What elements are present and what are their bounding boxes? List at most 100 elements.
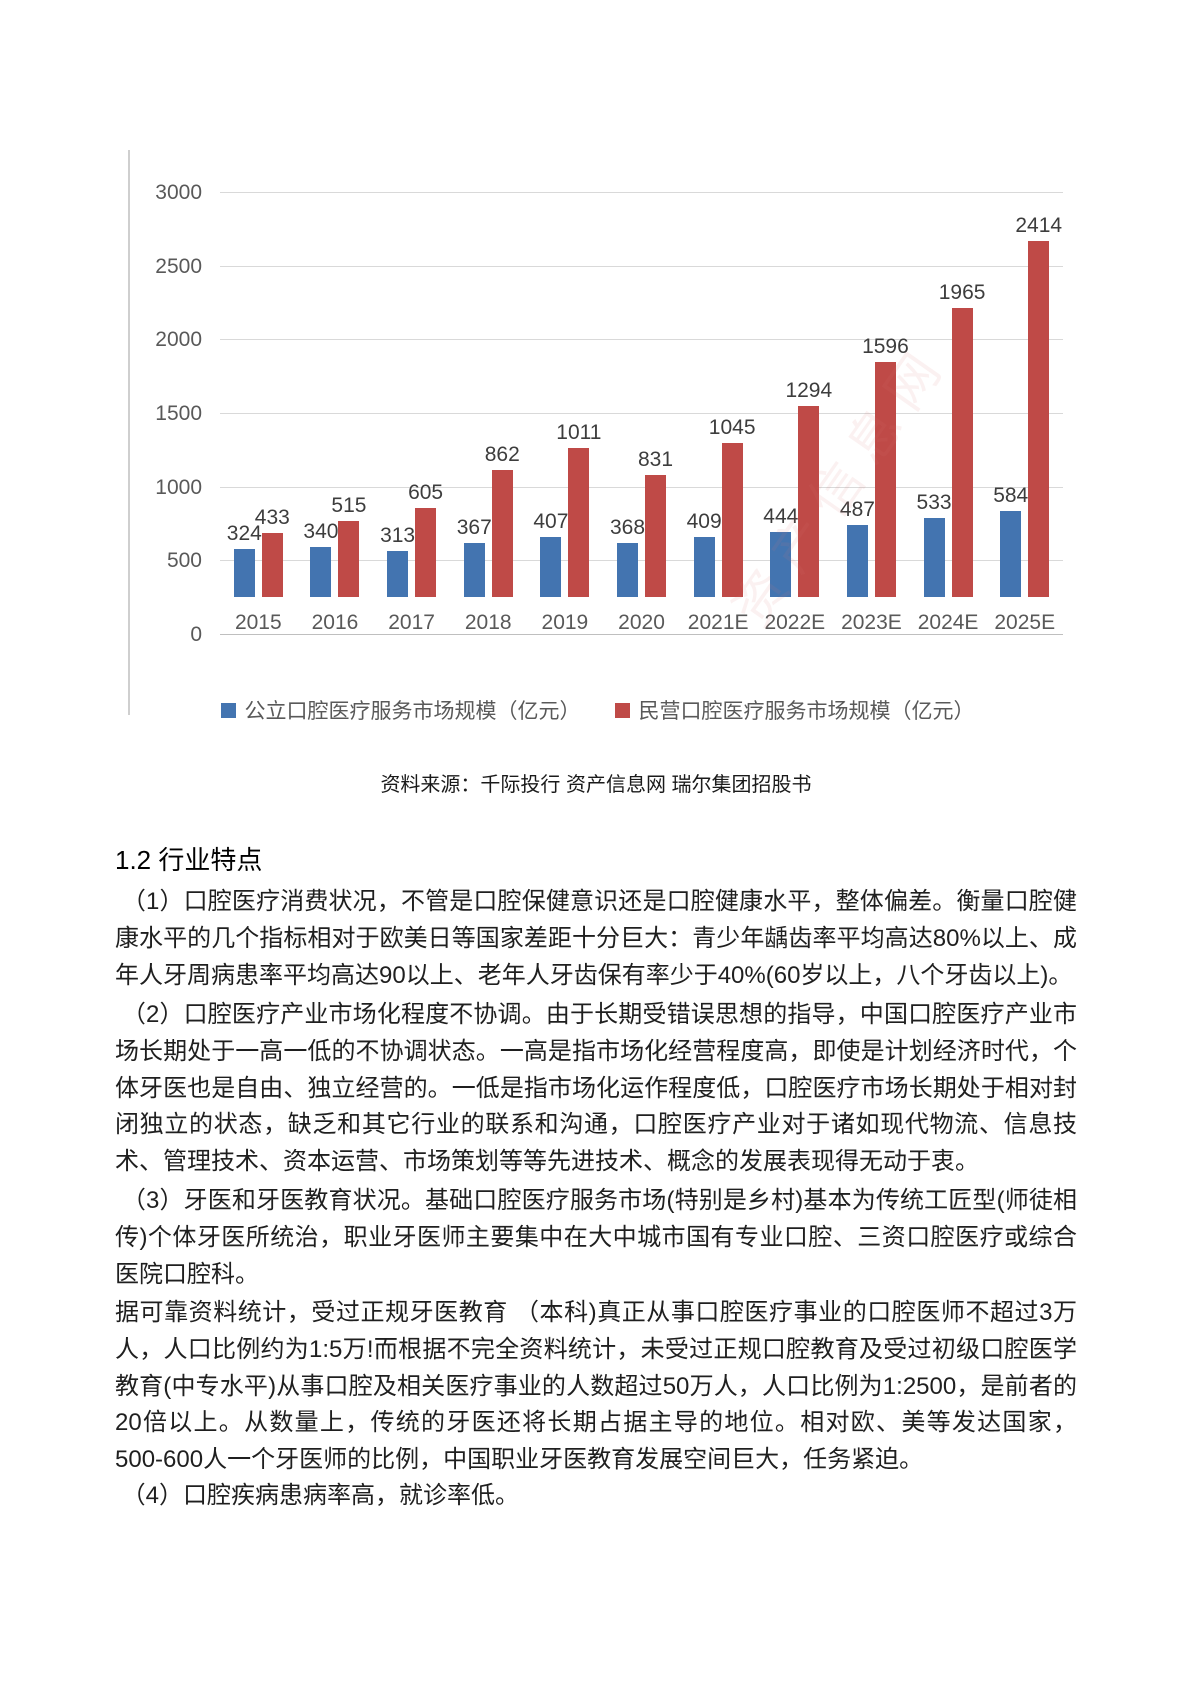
value-label: 605 <box>408 480 444 504</box>
body-paragraph-4: 据可靠资料统计，受过正规牙医教育 （本科)真正从事口腔医疗事业的口腔医师不超过3… <box>115 1299 1077 1474</box>
bar-public-2018: 367 <box>457 516 492 597</box>
bar-group-2022E: 444 1294 2022E <box>756 193 833 635</box>
bar-public-2015: 324 <box>227 522 262 597</box>
legend-label: 公立口腔医疗服务市场规模（亿元） <box>244 700 581 723</box>
bar-private-2024E: 1965 <box>939 281 985 597</box>
value-label: 862 <box>484 443 520 466</box>
bar-public-2024E: 533 <box>917 491 952 597</box>
value-label: 2414 <box>1015 214 1063 238</box>
x-axis-label: 2021E <box>687 611 749 634</box>
x-axis-line <box>220 634 1063 635</box>
value-label: 1011 <box>556 421 602 445</box>
bar-group-2020: 368 831 2020 <box>603 193 680 635</box>
value-label: 515 <box>331 494 367 518</box>
value-label: 367 <box>456 515 492 539</box>
y-axis-tick-label: 3000 <box>155 181 202 204</box>
y-axis-tick-label: 0 <box>190 623 202 646</box>
x-axis-label: 2019 <box>541 611 589 634</box>
bar-group-2015: 324 433 2015 <box>220 193 297 635</box>
x-axis-label: 2017 <box>388 611 435 634</box>
x-axis-label: 2018 <box>464 611 512 634</box>
value-label: 340 <box>303 519 339 543</box>
bar-group-2018: 367 862 2018 <box>450 193 527 635</box>
value-label: 1965 <box>938 280 986 304</box>
value-label: 409 <box>686 509 722 533</box>
value-label: 533 <box>916 491 952 515</box>
value-label: 324 <box>226 522 262 546</box>
x-axis-label: 2020 <box>618 611 665 634</box>
bar-public-2025E: 584 <box>993 484 1028 597</box>
bars: 584 2414 <box>993 193 1062 597</box>
bar-group-2019: 407 1011 2019 <box>527 193 604 635</box>
gridline <box>220 413 1063 414</box>
bar-group-2016: 340 515 2016 <box>297 193 374 635</box>
legend-label: 民营口腔医疗服务市场规模（亿元） <box>638 700 975 723</box>
bar-group-2025E: 584 2414 2025E <box>986 193 1063 635</box>
gridline <box>220 486 1063 488</box>
bars: 313 605 <box>380 193 443 597</box>
section-heading: 1.2 行业特点 <box>115 845 263 875</box>
bars: 487 1596 <box>840 193 909 597</box>
source-caption: 资料来源：千际投行 资产信息网 瑞尔集团招股书 <box>380 774 812 796</box>
bar-private-2017: 605 <box>408 481 443 597</box>
gridline <box>220 192 1063 193</box>
gridline <box>220 339 1063 341</box>
bar-private-2015: 433 <box>255 506 290 597</box>
bars: 368 831 <box>610 193 673 597</box>
value-label: 831 <box>637 447 674 471</box>
bar-private-2022E: 1294 <box>785 379 832 597</box>
chart-legend: 公立口腔医疗服务市场规模（亿元） 民营口腔医疗服务市场规模（亿元） <box>130 695 1065 725</box>
bar-public-2021E: 409 <box>687 510 722 597</box>
x-axis-label: 2025E <box>994 611 1056 634</box>
market-size-bar-chart: 324 433 2015 340 515 2016 313 605 2017 367 862 2018… <box>128 150 1065 723</box>
bar-private-2019: 1011 <box>556 421 601 597</box>
body-paragraph-5: （4）口腔疾病患病率高，就诊率低。 <box>115 1482 520 1509</box>
x-axis-label: 2023E <box>841 611 902 634</box>
bar-private-2021E: 1045 <box>709 416 756 597</box>
x-axis-label: 2015 <box>234 611 282 634</box>
bar-private-2023E: 1596 <box>862 335 909 597</box>
body-paragraph-1: （1）口腔医疗消费状况，不管是口腔保健意识还是口腔健康水平，整体偏差。衡量口腔健… <box>115 888 1077 989</box>
value-label: 1596 <box>862 334 909 358</box>
bar-private-2020: 831 <box>638 448 673 597</box>
bar-public-2022E: 444 <box>763 505 798 597</box>
legend-swatch-icon <box>614 702 630 718</box>
bar-public-2019: 407 <box>533 510 568 597</box>
gridline <box>220 265 1063 267</box>
value-label: 368 <box>609 515 646 539</box>
bar-public-2023E: 487 <box>840 498 875 597</box>
bar-group-2023E: 487 1596 2023E <box>833 193 910 635</box>
y-axis-tick-label: 2000 <box>155 328 202 352</box>
legend-item-public: 公立口腔医疗服务市场规模（亿元） <box>220 695 581 725</box>
value-label: 433 <box>254 506 290 530</box>
bar-public-2017: 313 <box>380 524 415 597</box>
value-label: 584 <box>993 483 1029 507</box>
bar-public-2016: 340 <box>303 520 338 597</box>
plot-area: 324 433 2015 340 515 2016 313 605 2017 367 862 2018… <box>220 192 1063 635</box>
bar-group-2024E: 533 1965 2024E <box>910 193 987 635</box>
x-axis-label: 2024E <box>917 611 979 634</box>
value-label: 1294 <box>785 379 833 403</box>
bars: 340 515 <box>303 193 366 597</box>
body-paragraph-3: （3）牙医和牙医教育状况。基础口腔医疗服务市场(特别是乡村)基本为传统工匠型(师… <box>115 1187 1077 1288</box>
x-axis-label: 2022E <box>764 611 826 634</box>
y-axis-tick-label: 1000 <box>155 475 202 499</box>
value-label: 313 <box>380 523 416 547</box>
bars: 367 862 <box>457 193 520 597</box>
bar-private-2018: 862 <box>485 443 520 597</box>
bars: 324 433 <box>227 193 290 597</box>
bar-group-2021E: 409 1045 2021E <box>680 193 757 635</box>
bars: 533 1965 <box>917 193 985 597</box>
legend-swatch-icon <box>220 702 236 718</box>
y-axis-tick-label: 1500 <box>155 402 202 425</box>
bar-private-2016: 515 <box>331 494 366 597</box>
gridline <box>220 560 1063 562</box>
value-label: 407 <box>533 510 569 534</box>
value-label: 487 <box>839 498 875 522</box>
bar-public-2020: 368 <box>610 516 645 597</box>
y-axis-tick-label: 500 <box>166 549 202 573</box>
bars: 409 1045 <box>687 193 756 597</box>
body-paragraph-2: （2）口腔医疗产业市场化程度不协调。由于长期受错误思想的指导，中国口腔医疗产业市… <box>115 1001 1077 1176</box>
bar-group-2017: 313 605 2017 <box>373 193 450 635</box>
